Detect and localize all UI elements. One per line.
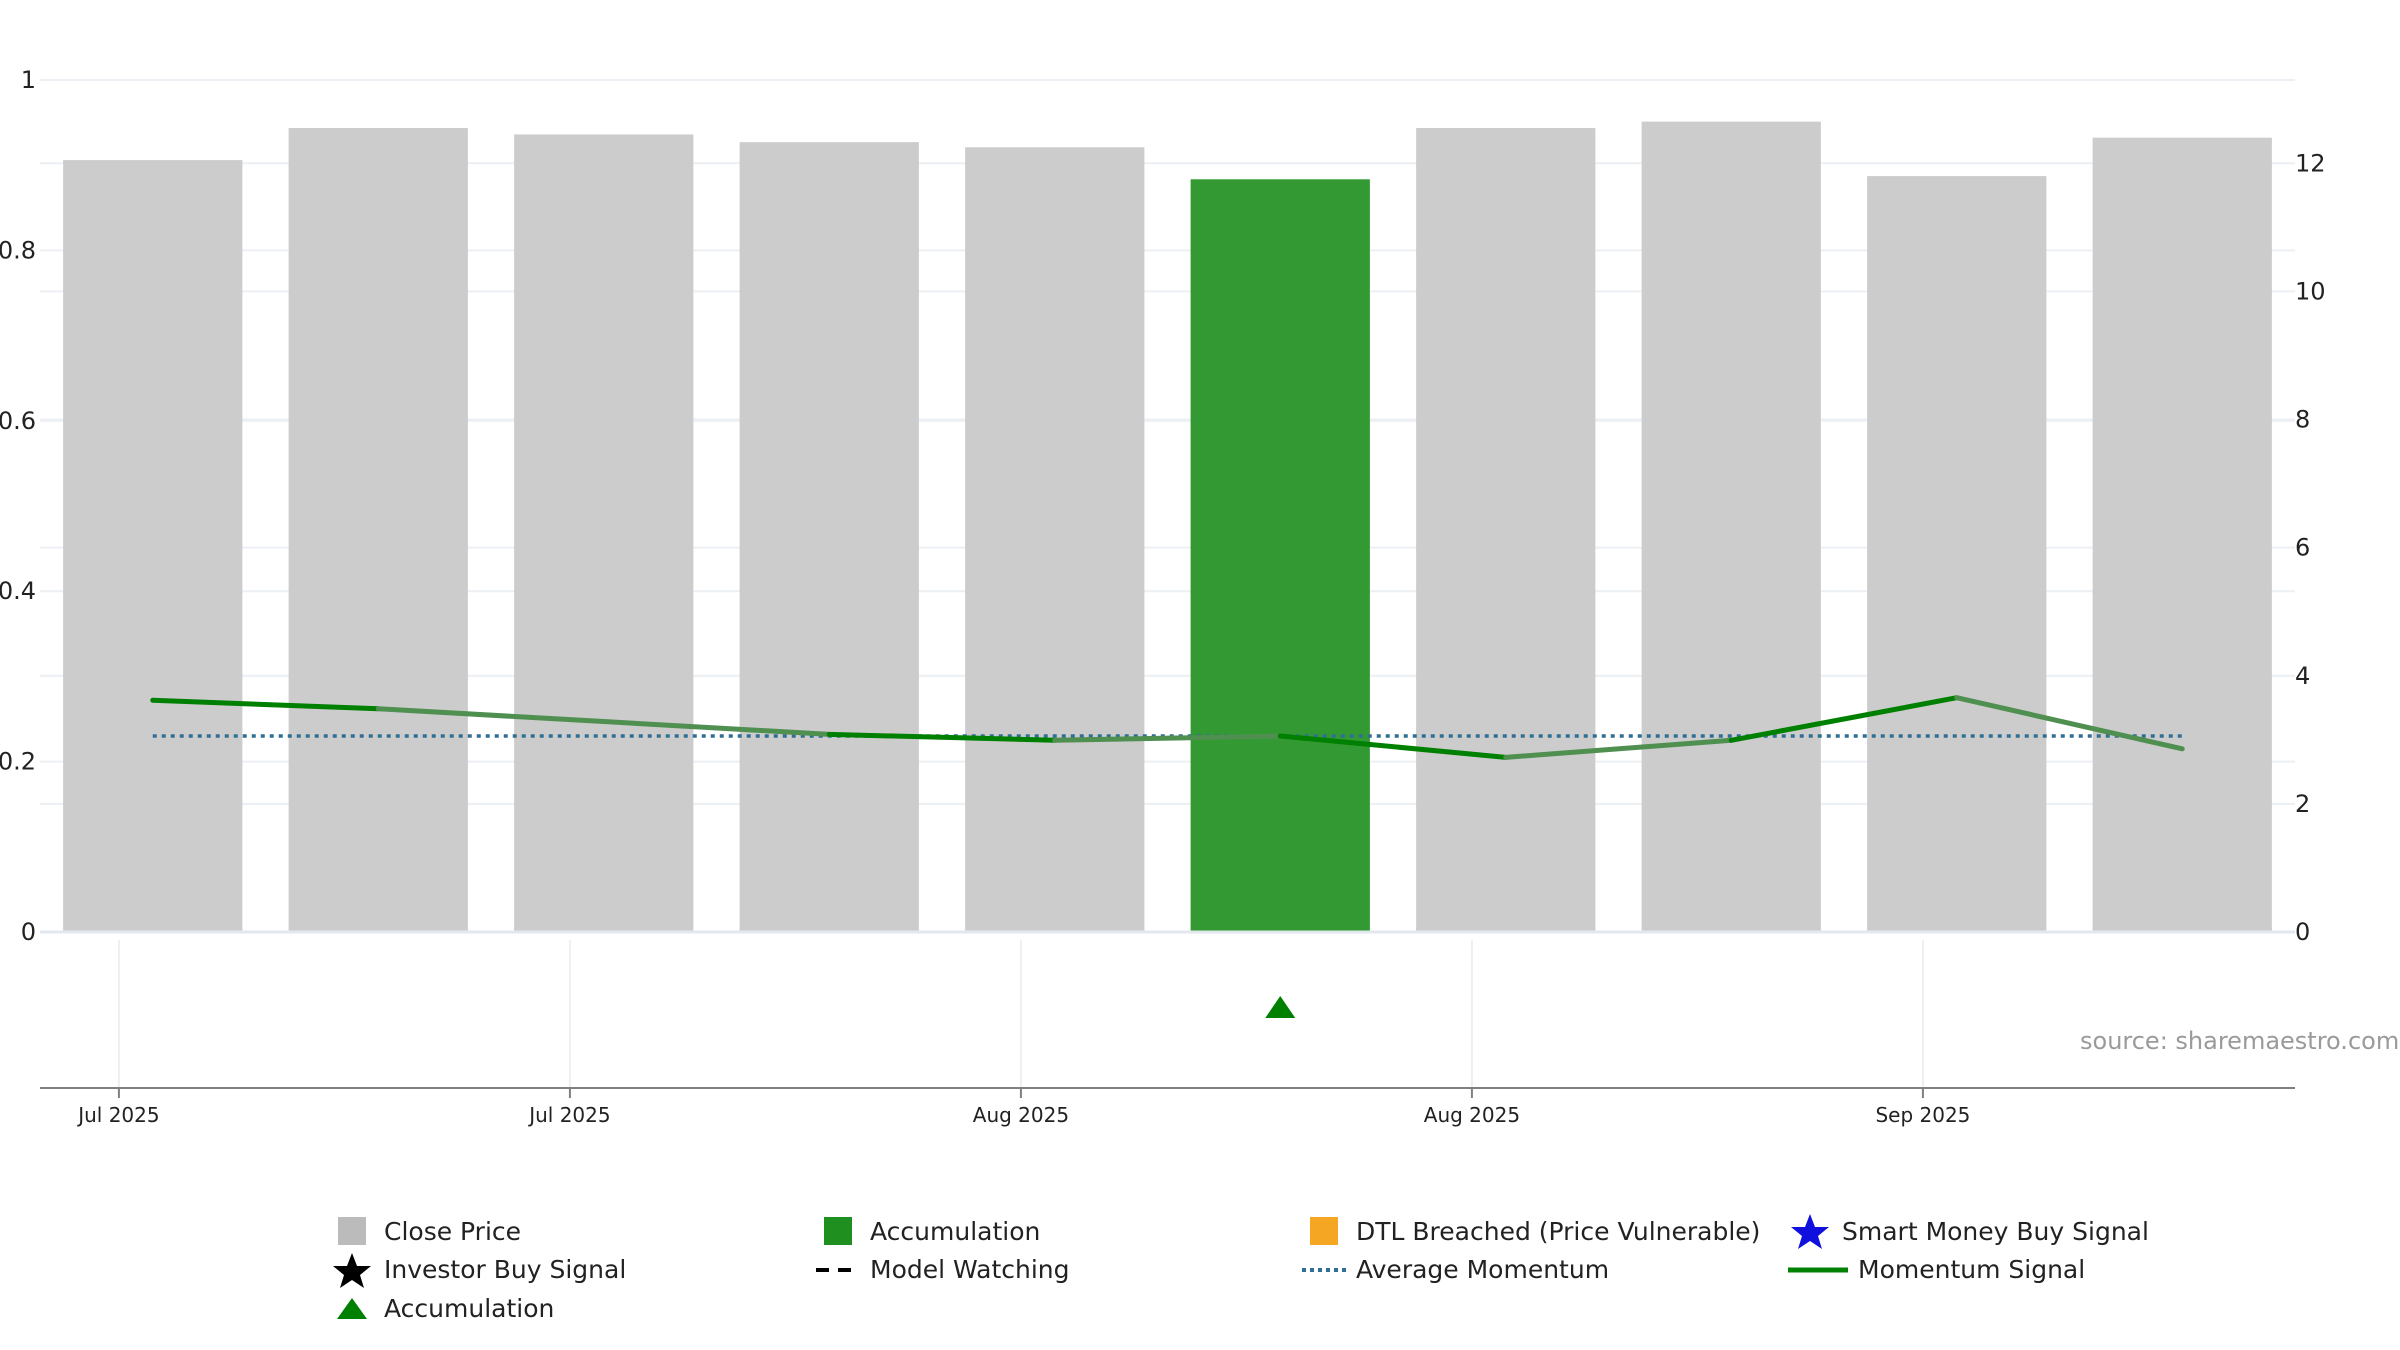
bar-series: [63, 121, 2272, 933]
legend-label: Accumulation: [384, 1293, 555, 1323]
y-left-tick-label: 1: [21, 66, 36, 94]
legend-item: Momentum Signal: [1788, 1251, 2085, 1289]
legend-item: Smart Money Buy Signal: [1788, 1212, 2149, 1250]
y-left-tick-label: 0.6: [0, 407, 36, 435]
legend-item: DTL Breached (Price Vulnerable): [1302, 1212, 1760, 1250]
momentum-signal-segment: [601, 719, 832, 737]
momentum-signal-segment: [375, 706, 607, 725]
y-right-tick-label: 2: [2295, 790, 2310, 818]
momentum-signal-segment: [150, 697, 381, 712]
solid-line-icon: [1788, 1267, 1848, 1272]
bar-close-price: [514, 134, 694, 933]
legend-label: Smart Money Buy Signal: [1842, 1216, 2149, 1246]
dotted-line-icon: [1302, 1267, 1346, 1272]
bar-accumulation: [1190, 179, 1370, 933]
momentum-signal-segment: [1503, 737, 1734, 760]
bar-close-price: [1416, 128, 1596, 933]
bar-close-price: [2092, 137, 2272, 933]
signal-markers: [1265, 996, 1296, 1018]
momentum-signal-segment: [826, 731, 1058, 743]
legend-label: Momentum Signal: [1858, 1255, 2086, 1284]
y-right-tick-label: 10: [2295, 277, 2326, 305]
y-right-tick-label: 0: [2295, 918, 2310, 946]
momentum-signal-segment: [1728, 695, 1960, 743]
x-tick-label: Jul 2025: [76, 1103, 159, 1127]
square-icon: [824, 1217, 852, 1245]
bar-close-price: [1867, 176, 2047, 933]
momentum-signal-segment: [1052, 733, 1283, 743]
square-icon: [1310, 1217, 1338, 1245]
legend-label: Accumulation: [870, 1216, 1041, 1246]
legend-item: Close Price: [330, 1212, 521, 1250]
momentum-signal-segment: [1277, 733, 1509, 760]
square-icon: [338, 1217, 366, 1245]
y-right-tick-label: 6: [2295, 534, 2310, 562]
legend: Close Price Accumulation DTL Breached (Pri…: [330, 1212, 2230, 1332]
bar-close-price: [739, 142, 919, 932]
y-right-tick-label: 8: [2295, 406, 2310, 434]
star-icon: [1791, 1214, 1829, 1249]
triangle-icon: [337, 1298, 367, 1319]
legend-item: Average Momentum: [1302, 1251, 1609, 1289]
bar-close-price: [288, 128, 468, 933]
line-series: [150, 695, 2185, 760]
y-left-tick-label: 0.2: [0, 748, 36, 776]
y-right-tick-label: 12: [2295, 149, 2326, 177]
y-right-tick-label: 4: [2295, 662, 2310, 690]
y-left-tick-label: 0: [21, 918, 36, 946]
accumulation-marker: [1265, 996, 1296, 1018]
x-tick-label: Sep 2025: [1875, 1103, 1970, 1127]
legend-item: Investor Buy Signal: [330, 1251, 626, 1289]
y-left-tick-label: 0.4: [0, 577, 36, 605]
legend-item: Model Watching: [816, 1251, 1070, 1289]
bar-close-price: [965, 147, 1145, 932]
legend-label: Close Price: [384, 1216, 522, 1246]
source-label: source: sharemaestro.com: [2080, 1027, 2399, 1055]
x-tick-label: Aug 2025: [1424, 1103, 1520, 1127]
legend-label: Average Momentum: [1356, 1255, 1610, 1284]
legend-label: Investor Buy Signal: [384, 1255, 627, 1284]
y-left-tick-label: 0.8: [0, 236, 36, 264]
legend-item: Accumulation: [816, 1212, 1040, 1250]
legend-item: Accumulation: [330, 1289, 554, 1327]
x-tick-label: Jul 2025: [527, 1103, 610, 1127]
legend-label: Model Watching: [870, 1255, 1070, 1284]
bar-close-price: [1641, 121, 1821, 932]
dashed-line-icon: [816, 1267, 860, 1272]
x-tick-label: Aug 2025: [973, 1103, 1069, 1127]
bar-close-price: [63, 160, 243, 932]
legend-label: DTL Breached (Price Vulnerable): [1356, 1216, 1761, 1246]
momentum-signal-segment: [1954, 695, 2185, 752]
star-icon: [333, 1252, 371, 1288]
